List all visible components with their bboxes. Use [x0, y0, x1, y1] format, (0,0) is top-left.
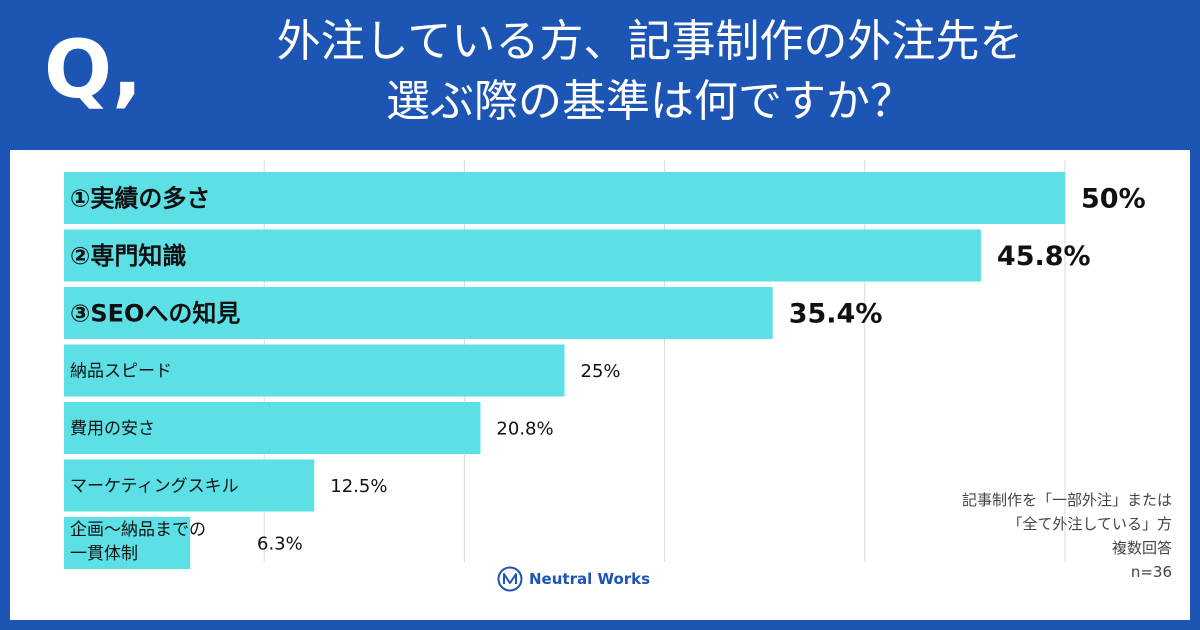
value-label-1: 50%: [1081, 184, 1146, 215]
category-label-5: 費用の安さ: [70, 419, 155, 439]
bar-6: [64, 459, 315, 512]
category-label-2: ②専門知識: [70, 242, 186, 270]
value-label-4: 25%: [581, 361, 621, 382]
question-title: 外注している方、記事制作の外注先を 選ぶ際の基準は何ですか？: [150, 12, 1150, 132]
value-label-2: 45.8%: [997, 241, 1091, 272]
value-label-7: 6.3%: [257, 533, 303, 554]
company-logo: Neutral Works: [497, 565, 650, 593]
logo-icon: [497, 566, 523, 592]
value-label-5: 20.8%: [496, 418, 553, 439]
survey-note: 記事制作を「一部外注」または 「全て外注している」方 複数回答 n=36: [962, 488, 1172, 584]
value-label-6: 12.5%: [330, 476, 387, 497]
category-label-3: ③SEOへの知見: [70, 300, 240, 328]
category-label-6: マーケティングスキル: [70, 477, 239, 497]
note-line-3: 複数回答: [1111, 539, 1172, 557]
question-mark: Q,: [44, 23, 143, 116]
bar-4: [64, 344, 565, 397]
bar-2: [64, 229, 981, 282]
note-line-2: 「全て外注している」方: [1007, 515, 1172, 533]
bar-3: [64, 287, 773, 339]
category-label-4: 納品スピード: [70, 362, 172, 382]
header-banner: Q, 外注している方、記事制作の外注先を 選ぶ際の基準は何ですか？: [0, 0, 1200, 138]
category-label-7-line-1: 企画〜納品までの: [70, 520, 206, 540]
note-line-1: 記事制作を「一部外注」または: [961, 491, 1172, 509]
category-label-7-line-2: 一貫体制: [70, 544, 138, 564]
value-label-3: 35.4%: [789, 299, 883, 330]
note-line-4: n=36: [1130, 563, 1172, 581]
bar-1: [64, 172, 1065, 224]
question-title-line-2: 選ぶ際の基準は何ですか？: [386, 76, 914, 127]
bar-5: [64, 402, 481, 454]
category-label-1: ①実績の多さ: [70, 185, 210, 213]
question-title-line-1: 外注している方、記事制作の外注先を: [276, 16, 1024, 67]
bar-7: [64, 517, 191, 569]
logo-text: Neutral Works: [529, 570, 651, 588]
